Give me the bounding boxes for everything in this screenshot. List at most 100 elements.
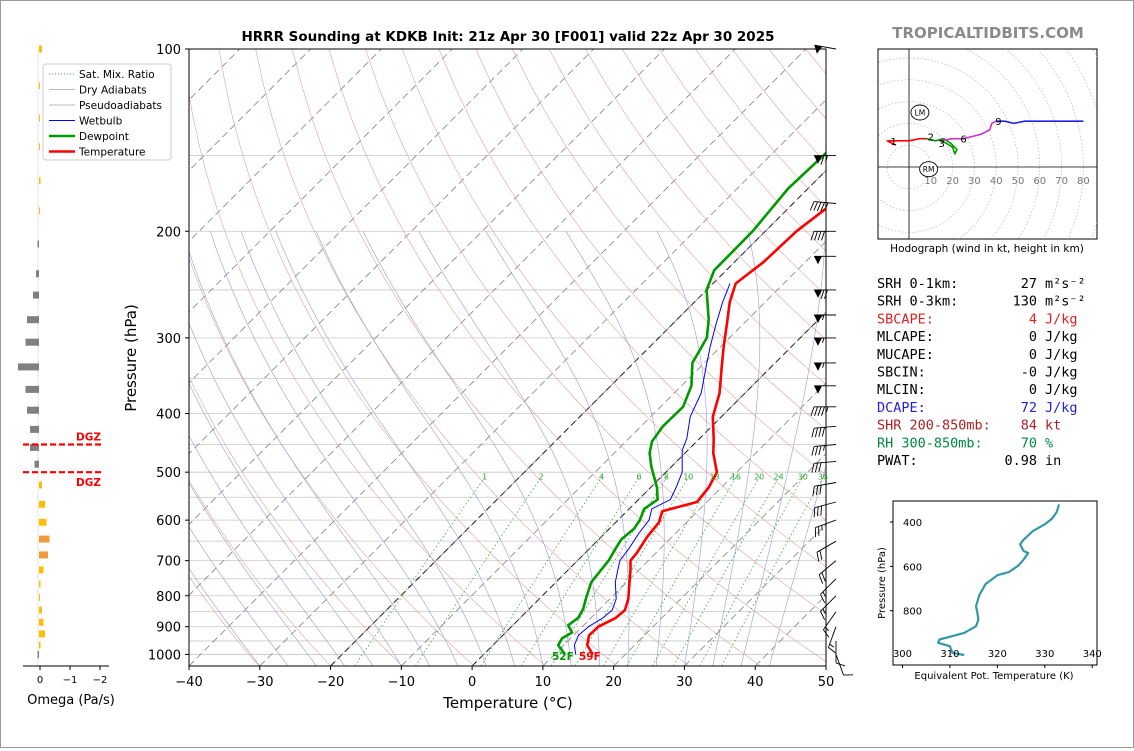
theta-e-x-tick-label: 310 — [940, 649, 959, 660]
omega-bar — [27, 406, 39, 414]
stat-label: RH 300-850mb: — [877, 435, 983, 451]
mixing-ratio-line — [699, 474, 805, 666]
stat-label: SBCAPE: — [877, 311, 934, 327]
barb-half — [822, 314, 825, 321]
pseudoadiabat-line — [740, 231, 826, 666]
barb-full — [819, 550, 823, 560]
barb-half — [822, 362, 825, 369]
mixing-ratio-label: 24 — [774, 472, 784, 481]
hodograph-ring-label: 70 — [1055, 176, 1068, 187]
barb-flag — [814, 155, 822, 164]
surface-dewpoint-label: 52F — [552, 651, 574, 663]
stat-unit: J/kg — [1045, 382, 1078, 398]
barb-staff — [820, 595, 837, 612]
stat-value: 84 — [1021, 418, 1037, 434]
barb-full — [811, 428, 815, 438]
omega-bar — [39, 481, 42, 489]
mixing-ratio-label: 16 — [731, 472, 741, 481]
isotherm-line — [189, 49, 382, 242]
x-tick-label: 40 — [747, 675, 764, 690]
theta-e-x-tick-label: 300 — [893, 649, 912, 660]
wind-barb — [814, 314, 836, 323]
barb-half — [825, 202, 829, 208]
x-tick-label: −40 — [175, 675, 202, 690]
storm-motion-marker — [919, 161, 939, 178]
y-tick-label: 500 — [156, 466, 181, 481]
theta-e-x-tick-label: 330 — [1035, 649, 1054, 660]
isotherm-line — [259, 99, 826, 666]
mixing-ratio-label: 2 — [538, 472, 543, 481]
barb-staff — [818, 560, 837, 576]
stat-label: SRH 0-3km: — [877, 294, 958, 310]
hodograph-ring-label: 20 — [946, 176, 959, 187]
x-tick-label: 50 — [818, 675, 835, 690]
hodograph-ring-label: 40 — [990, 176, 1003, 187]
stat-value: -0 — [1021, 365, 1037, 381]
pseudoadiabat-line — [418, 231, 600, 666]
stat-label: SRH 0-1km: — [877, 276, 958, 292]
wind-barb — [814, 385, 836, 394]
omega-bar — [39, 45, 42, 53]
isotherm-zero-line — [471, 311, 826, 666]
barb-half — [822, 337, 825, 344]
stat-label: SHR 200-850mb: — [877, 418, 991, 434]
stat-value: 0 — [1029, 382, 1037, 398]
dry-adiabat-line — [189, 92, 546, 666]
stat-value: 130 — [1013, 294, 1037, 310]
barb-full — [810, 406, 815, 416]
barb-full — [820, 155, 825, 165]
wind-barb — [823, 611, 837, 638]
dry-adiabat-line — [402, 49, 826, 568]
isotherm-line — [189, 49, 524, 384]
mixing-ratio-label: 8 — [664, 472, 669, 481]
barb-staff — [815, 519, 837, 529]
omega-bar — [39, 593, 40, 601]
omega-bar — [39, 606, 42, 614]
mixing-ratio-line — [480, 474, 604, 666]
wind-barb — [811, 425, 837, 438]
hodograph-ring-label: 50 — [1012, 176, 1025, 187]
wind-barb — [810, 230, 836, 241]
theta-e-panel: 300 310 320 330 340 400 600 800 — [890, 503, 1102, 668]
legend-label: Sat. Mix. Ratio — [79, 69, 155, 81]
theta-e-line — [936, 503, 1061, 657]
barb-full — [823, 629, 830, 638]
barb-half — [821, 525, 823, 531]
stat-value: 0 — [1029, 347, 1037, 363]
wind-barb — [814, 255, 836, 265]
stat-unit: in — [1045, 453, 1061, 469]
barb-flag — [814, 45, 823, 54]
hodograph-ring-label: 80 — [1077, 176, 1090, 187]
omega-bar — [39, 518, 47, 526]
hodograph-height-label: 9 — [995, 117, 1001, 128]
omega-bar — [39, 114, 40, 122]
isotherm-zero-line — [330, 169, 826, 666]
barb-full — [811, 463, 815, 473]
barb-full — [820, 594, 826, 604]
barb-full — [821, 572, 826, 582]
x-tick-label: −10 — [388, 675, 415, 690]
legend-label: Dewpoint — [79, 131, 129, 143]
stat-value: 4 — [1029, 311, 1037, 327]
profile-temperature — [585, 206, 826, 656]
pseudoadiabat-line — [769, 464, 826, 666]
barb-flag — [814, 256, 822, 265]
barb-staff — [835, 654, 844, 676]
hodograph-caption: Hodograph (wind in kt, height in km) — [890, 243, 1084, 255]
y-tick-label: 300 — [156, 332, 181, 347]
omega-panel: DGZ DGZ 0 −1 −2 — [18, 45, 109, 686]
dry-adiabat-line — [189, 479, 331, 666]
omega-bar — [39, 535, 50, 543]
stats-panel: SRH 0-1km: 27 m²s⁻² SRH 0-3km: 130 m²s⁻² SBCAP… — [877, 276, 1086, 469]
wind-barb — [835, 640, 846, 667]
dry-adiabat-line — [512, 49, 826, 430]
dry-adiabat-line — [255, 49, 690, 666]
mixing-ratio-line — [721, 474, 825, 666]
hodograph-ring-label: 30 — [968, 176, 981, 187]
isotherm-line — [189, 49, 311, 172]
barb-half — [822, 608, 826, 614]
barb-half — [826, 406, 829, 412]
hodograph-height-label: 3 — [939, 139, 945, 150]
stat-label: PWAT: — [877, 453, 918, 469]
